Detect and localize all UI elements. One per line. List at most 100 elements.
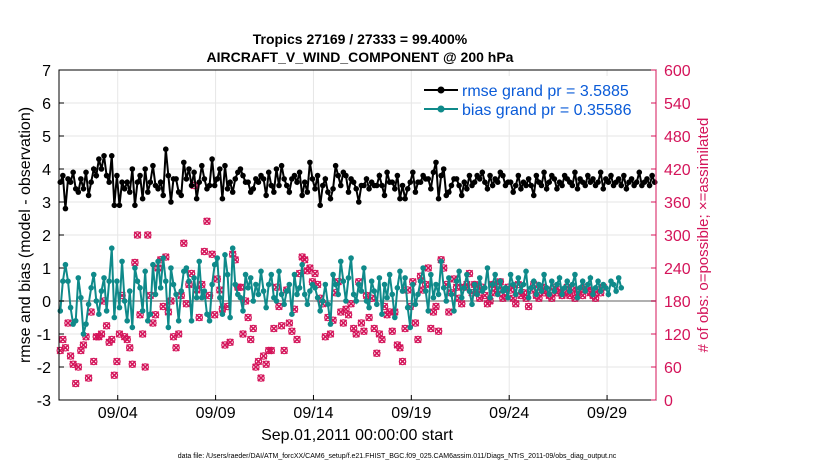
rmse-point [96, 156, 102, 162]
rmse-point [186, 166, 192, 172]
bias-point [152, 291, 159, 298]
rmse-point [363, 176, 370, 182]
bias-point [222, 252, 228, 258]
bias-point [410, 281, 416, 288]
obs-assimilated-point [239, 330, 247, 338]
rmse-point [67, 179, 74, 185]
rmse-point [440, 166, 447, 172]
obs-assimilated-point [74, 363, 83, 371]
bias-point [451, 308, 457, 314]
rmse-point [484, 186, 491, 192]
bias-point [417, 278, 424, 285]
obs-assimilated-point [524, 302, 533, 311]
obs-possible-point [246, 335, 255, 344]
obs-assimilated-point [337, 308, 345, 316]
bias-point [466, 288, 473, 294]
rmse-point [538, 182, 545, 189]
y-right-tick-label: 120 [664, 327, 691, 344]
bias-point [62, 261, 69, 268]
obs-assimilated-point [87, 308, 95, 316]
bias-point [381, 281, 388, 288]
bias-point [492, 271, 498, 278]
rmse-point [268, 182, 275, 189]
bias-point [551, 288, 558, 294]
bias-point [484, 265, 491, 271]
bias-point [613, 288, 619, 294]
obs-assimilated-point [97, 330, 106, 338]
obs-assimilated-point [414, 335, 422, 344]
obs-possible-point [89, 357, 98, 366]
rmse-point [301, 179, 308, 185]
obs-assimilated-point [110, 371, 119, 380]
obs-possible-point [288, 327, 296, 336]
bias-point [394, 285, 401, 291]
obs-possible-point [357, 319, 366, 327]
bias-point [294, 291, 300, 298]
bias-point [296, 285, 303, 291]
rmse-series [57, 146, 658, 212]
obs-assimilated-point [236, 283, 245, 292]
obs-assimilated-point [102, 321, 111, 330]
obs-assimilated-point [434, 327, 443, 336]
bias-point [541, 271, 547, 278]
bias-point [219, 311, 226, 318]
obs-possible-point [84, 374, 93, 382]
bias-point [276, 268, 282, 275]
obs-possible-point [285, 319, 294, 327]
bias-point [83, 321, 89, 327]
y-right-tick-label: 540 [664, 96, 691, 113]
rmse-point [142, 166, 149, 172]
bias-point [299, 261, 305, 268]
y-tick-label: -1 [37, 327, 51, 344]
bias-point [543, 285, 550, 291]
obs-assimilated-point [249, 324, 258, 333]
y-right-tick-label: 420 [664, 162, 691, 179]
bias-point [106, 278, 112, 285]
y-axis-label: rmse and bias (model - observation) [17, 107, 34, 363]
obs-assimilated-point [344, 310, 353, 319]
rmse-point [80, 186, 87, 192]
bias-point [582, 288, 589, 294]
bias-point [376, 275, 383, 281]
bias-point [453, 278, 460, 285]
rmse-point [438, 172, 444, 179]
bias-point [603, 285, 609, 291]
bias-point [497, 278, 504, 285]
bias-point [474, 291, 480, 298]
rmse-point [605, 179, 612, 185]
rmse-point [291, 172, 298, 179]
rmse-point [265, 169, 272, 176]
bias-point [268, 271, 275, 278]
rmse-point [83, 169, 89, 176]
rmse-point [222, 162, 228, 169]
obs-assimilated-point [264, 346, 273, 355]
rmse-point [75, 189, 82, 195]
bias-point [340, 278, 347, 285]
rmse-point [160, 192, 167, 199]
bias-point [186, 278, 192, 285]
obs-assimilated-point [349, 324, 358, 333]
obs-assimilated-point [311, 269, 319, 278]
obs-assimilated-point [172, 343, 180, 352]
obs-possible-point [365, 313, 373, 322]
rmse-point [466, 172, 473, 179]
bias-point [237, 294, 244, 301]
bias-point [590, 291, 596, 298]
obs-assimilated-point [226, 338, 234, 347]
bias-point [348, 255, 354, 261]
y-right-tick-label: 300 [664, 228, 691, 245]
rmse-point [217, 166, 223, 172]
bias-point [502, 285, 509, 291]
obs-possible-point [311, 269, 319, 278]
x-tick-label: 09/04 [98, 405, 138, 422]
rmse-point [162, 146, 169, 152]
obs-assimilated-point [262, 360, 270, 369]
y-tick-label: -2 [37, 360, 51, 377]
rmse-point [126, 189, 133, 195]
obs-assimilated-point [244, 313, 252, 322]
obs-assimilated-point [445, 308, 453, 316]
bias-point [610, 281, 617, 288]
bias-point [564, 278, 571, 285]
bias-point [142, 268, 149, 275]
rmse-point [644, 176, 650, 182]
